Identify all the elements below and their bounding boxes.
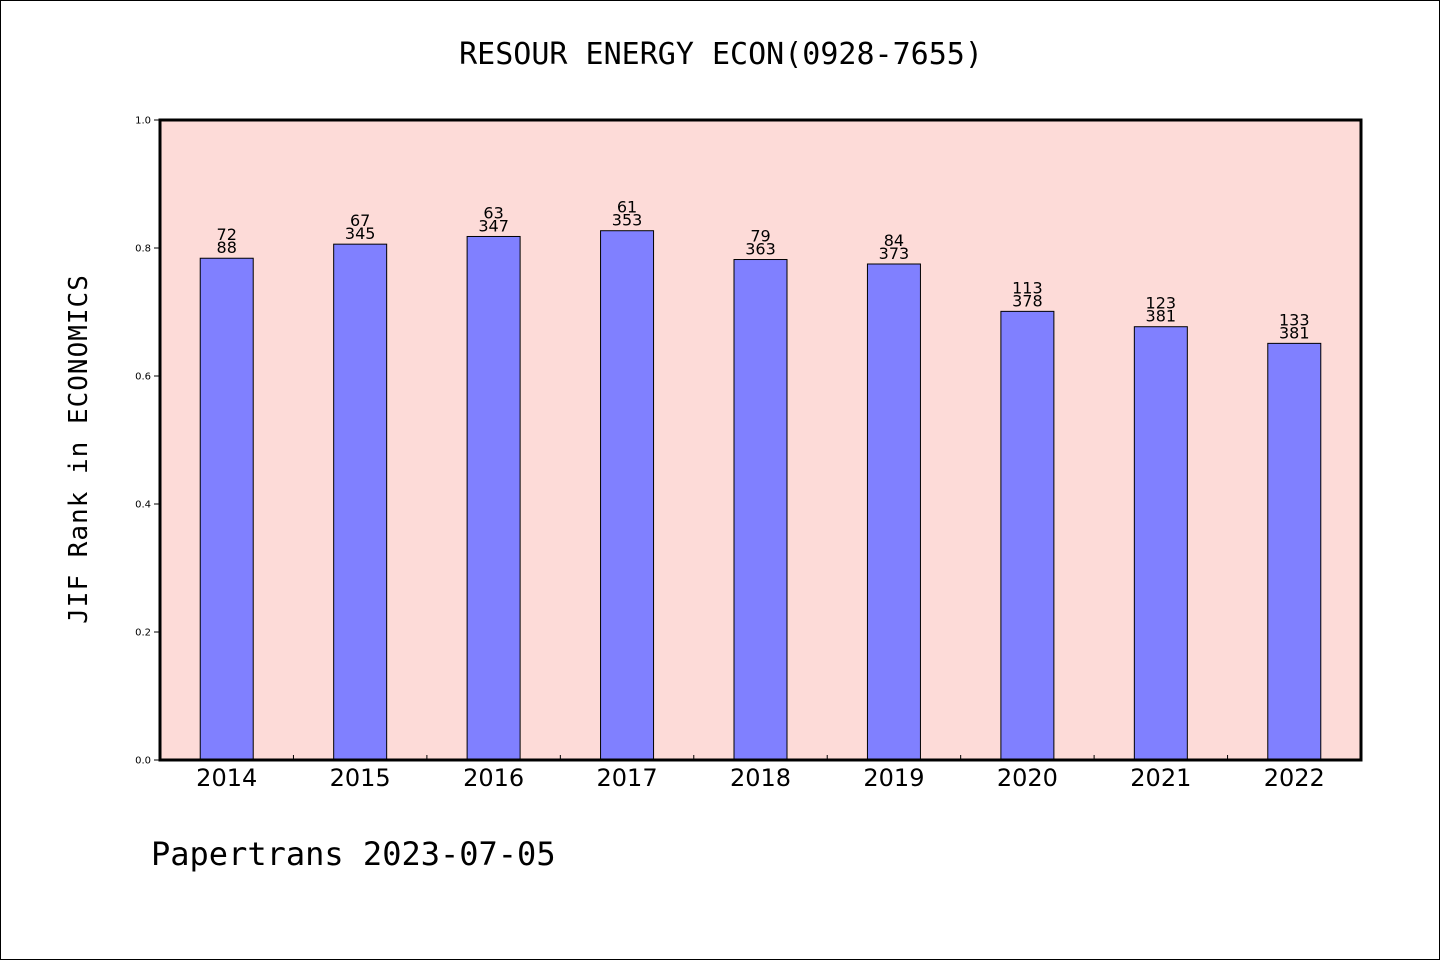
bar-total-label: 373 xyxy=(879,244,910,263)
bar-total-label: 381 xyxy=(1146,307,1177,326)
footer-credit: Papertrans 2023-07-05 xyxy=(151,835,556,873)
bar-2020 xyxy=(1000,310,1055,761)
bar-2022 xyxy=(1267,342,1322,761)
y-tick-label: 0.0 xyxy=(135,756,151,767)
x-tick-label: 2015 xyxy=(330,764,391,792)
y-tick-label: 0.2 xyxy=(135,628,151,639)
bar-rank-label: 67 xyxy=(350,211,370,230)
bar-rank-label: 79 xyxy=(750,227,770,246)
y-tick-label: 0.4 xyxy=(135,500,151,511)
x-tick-label: 2017 xyxy=(597,764,658,792)
bar-rank-label: 61 xyxy=(617,198,637,217)
bar-total-label: 381 xyxy=(1279,323,1310,342)
bar-rank-label: 72 xyxy=(217,225,237,244)
x-tick-label: 2014 xyxy=(196,764,257,792)
bar-2019 xyxy=(866,263,921,761)
bar-rank-label: 123 xyxy=(1146,294,1177,313)
x-tick-label: 2022 xyxy=(1264,764,1325,792)
bar-total-label: 378 xyxy=(1012,291,1043,310)
bar-2015 xyxy=(333,243,388,761)
y-tick-label: 0.8 xyxy=(135,244,151,255)
bar-2016 xyxy=(466,235,521,761)
x-tick-label: 2020 xyxy=(997,764,1058,792)
plot-border xyxy=(158,118,1363,762)
bar-rank-label: 133 xyxy=(1279,310,1310,329)
bar-rank-label: 84 xyxy=(884,231,904,250)
bar-total-label: 353 xyxy=(612,211,643,230)
chart-title: RESOUR ENERGY ECON(0928-7655) xyxy=(459,37,983,72)
bar-total-label: 363 xyxy=(745,240,776,259)
bar-total-label: 345 xyxy=(345,224,376,243)
x-tick-label: 2018 xyxy=(730,764,791,792)
bar-2017 xyxy=(600,230,655,761)
y-tick-label: 1.0 xyxy=(135,116,151,127)
bar-total-label: 88 xyxy=(217,238,237,257)
x-tick-label: 2016 xyxy=(463,764,524,792)
x-tick-label: 2019 xyxy=(863,764,924,792)
bar-rank-label: 63 xyxy=(483,203,503,222)
bar-2014 xyxy=(199,257,254,761)
bar-total-label: 347 xyxy=(478,216,509,235)
bar-2021 xyxy=(1133,326,1188,761)
bar-2018 xyxy=(733,259,788,761)
y-tick-label: 0.6 xyxy=(135,372,151,383)
x-tick-label: 2021 xyxy=(1130,764,1191,792)
bar-rank-label: 113 xyxy=(1012,278,1043,297)
